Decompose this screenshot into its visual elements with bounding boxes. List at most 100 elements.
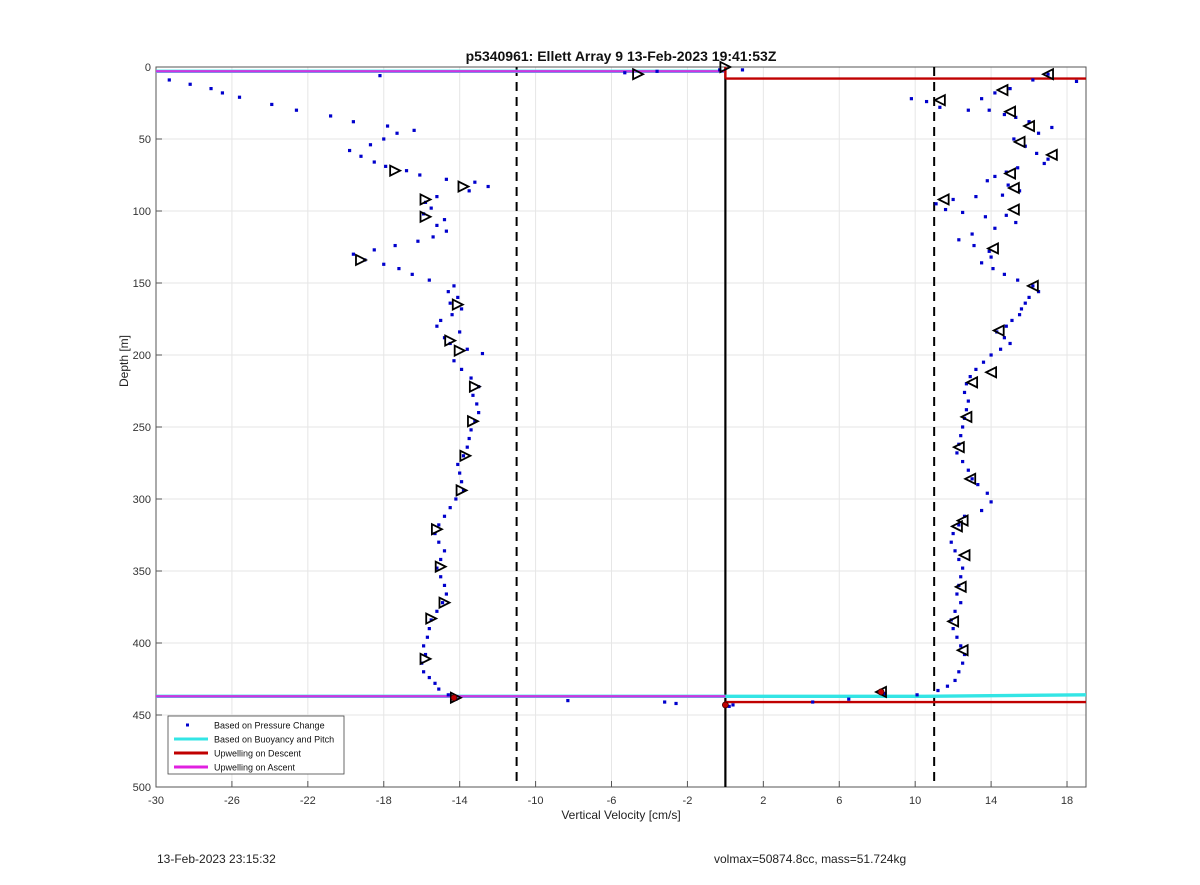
pressure-change-point bbox=[437, 540, 441, 544]
pressure-change-point bbox=[372, 160, 376, 164]
pressure-change-point bbox=[237, 95, 242, 99]
pressure-change-point bbox=[980, 508, 984, 513]
pressure-change-point bbox=[450, 313, 454, 317]
axes: -30 -26 -22 -18 -14 -10 -6 -2 2 6 10 14 180501001502… bbox=[117, 48, 1087, 822]
grid-lines bbox=[155, 66, 1086, 788]
pressure-change-point bbox=[446, 290, 450, 294]
pressure-change-point bbox=[188, 82, 192, 86]
buoyancy-pitch-marker bbox=[946, 614, 960, 628]
pressure-change-point bbox=[1017, 313, 1022, 317]
pressure-change-point bbox=[477, 411, 481, 415]
pressure-change-point bbox=[566, 699, 570, 703]
pressure-change-point bbox=[915, 693, 919, 697]
pressure-change-point bbox=[393, 243, 397, 248]
x-tick-label: -6 bbox=[607, 795, 617, 807]
legend-label: Upwelling on Descent bbox=[214, 749, 302, 759]
pressure-change-point bbox=[980, 261, 984, 265]
pressure-change-point bbox=[412, 128, 416, 132]
buoyancy-pitch-marker bbox=[1003, 105, 1016, 119]
pressure-change-point bbox=[949, 540, 953, 544]
pressure-change-point bbox=[431, 235, 435, 239]
pressure-change-point bbox=[444, 229, 448, 233]
pressure-change-point bbox=[663, 700, 667, 704]
pressure-change-point bbox=[1031, 284, 1035, 288]
pressure-change-point bbox=[951, 197, 955, 202]
pressure-change-point bbox=[429, 618, 433, 622]
pressure-change-point bbox=[440, 601, 445, 605]
pressure-change-point bbox=[955, 451, 959, 455]
pressure-change-point bbox=[446, 693, 450, 697]
buoyancy-pitch-marker bbox=[984, 365, 998, 379]
pressure-change-point bbox=[964, 408, 969, 412]
buoyancy-pitch-marker bbox=[467, 414, 480, 428]
pressure-change-point bbox=[951, 627, 955, 631]
pressure-change-point bbox=[1035, 151, 1039, 155]
pressure-change-point bbox=[435, 609, 439, 613]
pressure-change-point bbox=[444, 177, 448, 181]
x-tick-label: -26 bbox=[224, 795, 240, 807]
y-tick-label: 300 bbox=[133, 494, 151, 506]
pressure-change-point bbox=[220, 91, 225, 95]
pressure-change-point bbox=[989, 353, 993, 357]
buoyancy-pitch-marker bbox=[959, 410, 973, 424]
pressure-change-point bbox=[936, 688, 940, 693]
pressure-change-point bbox=[435, 324, 439, 328]
pressure-change-point bbox=[1008, 341, 1012, 346]
buoyancy-pitch-marker bbox=[355, 253, 368, 267]
pressure-change-point bbox=[439, 318, 443, 323]
pressure-change-point bbox=[959, 644, 963, 648]
pressure-change-point bbox=[351, 120, 355, 124]
chart-title: p5340961: Ellett Array 9 13-Feb-2023 19:… bbox=[466, 48, 777, 64]
x-tick-label: 6 bbox=[836, 795, 842, 807]
buoyancy-pitch-marker bbox=[955, 643, 969, 657]
buoyancy-pitch-marker bbox=[425, 612, 439, 625]
pressure-change-point bbox=[458, 471, 462, 475]
footer-glider-info: volmax=50874.8cc, mass=51.724kg bbox=[714, 852, 907, 866]
pressure-change-point bbox=[1042, 161, 1046, 166]
pressure-change-point bbox=[1004, 324, 1008, 328]
pressure-change-point bbox=[448, 506, 452, 510]
buoyancy-pitch-marker bbox=[468, 380, 482, 394]
buoyancy-pitch-marker bbox=[444, 334, 458, 348]
pressure-change-point bbox=[384, 164, 388, 168]
pressure-change-point bbox=[459, 367, 464, 371]
buoyancy-pitch-marker bbox=[1006, 181, 1020, 195]
pressure-change-point bbox=[456, 462, 460, 467]
buoyancy-pitch-marker bbox=[419, 193, 433, 206]
buoyancy-pitch-marker bbox=[1022, 119, 1035, 133]
pressure-change-point bbox=[957, 670, 961, 674]
x-tick-label: -18 bbox=[376, 795, 392, 807]
buoyancy-pitch-marker bbox=[953, 580, 967, 594]
buoyancy-pitch-marker bbox=[632, 67, 646, 81]
pressure-change-point bbox=[1027, 120, 1031, 124]
pressure-change-point bbox=[959, 575, 963, 579]
pressure-change-point bbox=[442, 514, 447, 518]
pressure-change-point bbox=[329, 114, 333, 118]
pressure-change-point bbox=[347, 148, 352, 153]
x-tick-label: -2 bbox=[683, 795, 693, 807]
pressure-change-point bbox=[957, 557, 961, 562]
pressure-change-point bbox=[444, 592, 448, 596]
legend: Based on Pressure Change Based on Buoyanc… bbox=[167, 715, 345, 775]
x-tick-label: -10 bbox=[528, 795, 544, 807]
pressure-change-point bbox=[1074, 79, 1079, 83]
y-tick-label: 50 bbox=[139, 134, 151, 146]
y-tick-label: 400 bbox=[133, 638, 151, 650]
pressure-change-point bbox=[1046, 72, 1050, 76]
pressure-change-point bbox=[452, 284, 456, 288]
pressure-change-point bbox=[951, 531, 955, 536]
pressure-change-point bbox=[985, 179, 989, 183]
pressure-change-point bbox=[437, 523, 441, 527]
pressure-change-point bbox=[471, 393, 475, 397]
buoyancy-pitch-marker bbox=[430, 522, 444, 536]
pressure-change-point bbox=[465, 445, 469, 449]
pressure-change-point bbox=[957, 523, 961, 527]
buoyancy-pitch-marker bbox=[389, 164, 403, 178]
pressure-change-point bbox=[1016, 278, 1020, 282]
buoyancy-pitch-marker bbox=[991, 324, 1005, 337]
y-tick-label: 200 bbox=[133, 350, 151, 362]
y-tick-label: 100 bbox=[133, 206, 151, 218]
y-axis-label: Depth [m] bbox=[117, 335, 131, 387]
pressure-change-point bbox=[727, 704, 731, 708]
pressure-change-point bbox=[1006, 183, 1010, 187]
